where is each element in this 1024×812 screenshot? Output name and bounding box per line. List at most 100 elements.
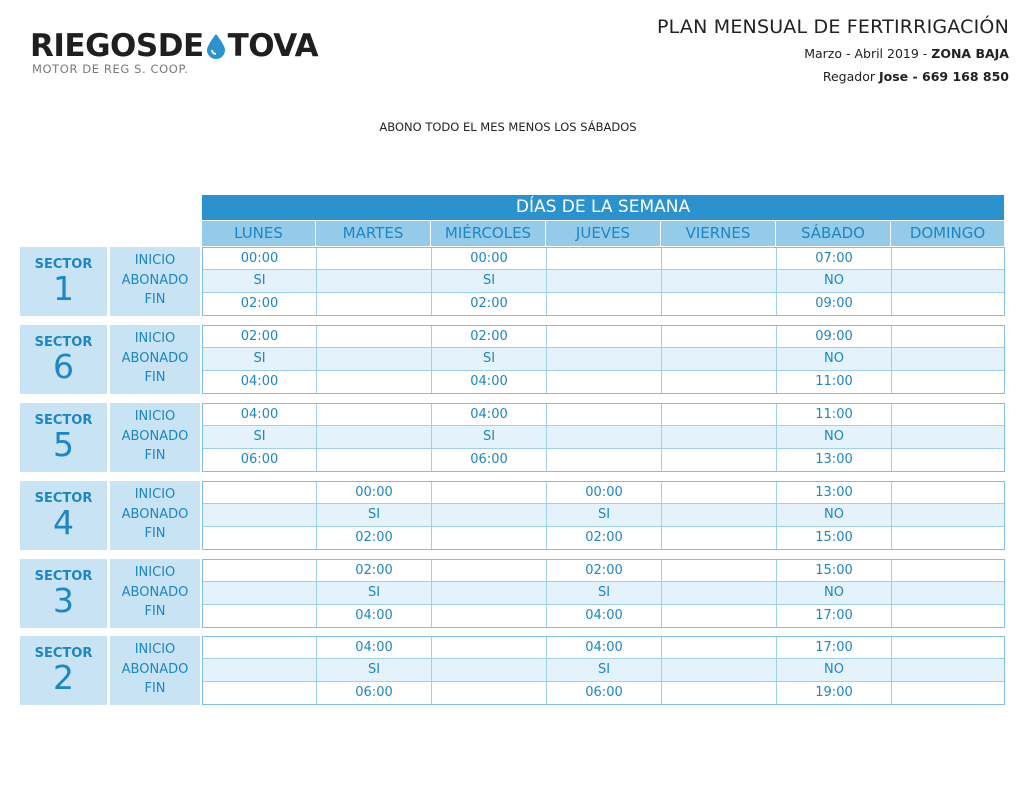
schedule-cell [892, 582, 1005, 603]
schedule-cell [662, 560, 777, 582]
schedule-cell: NO [777, 348, 892, 370]
sector-number: 2 [53, 658, 74, 697]
day-header-2: MARTES [316, 221, 431, 246]
row-label: ABONADO [121, 506, 189, 522]
company-logo: RIEGOSDE TOVA MOTOR DE REG S. COOP. [30, 28, 360, 80]
row-label: INICIO [134, 253, 176, 268]
days-banner: DÍAS DE LA SEMANA [202, 195, 1004, 220]
period-line: Marzo - Abril 2019 - ZONA BAJA [657, 46, 1009, 61]
row-label: ABONADO [121, 350, 189, 366]
schedule-grid: 00:00 00:00 07:00 SI SI NO 02:00 02:00 09:00 [202, 247, 1005, 316]
schedule-cell: 13:00 [777, 482, 892, 504]
schedule-cell: 04:00 [432, 370, 547, 393]
schedule-grid: 02:00 02:00 09:00 SI SI NO 04:00 04:00 11:00 [202, 325, 1005, 394]
schedule-cell: 02:00 [547, 526, 662, 549]
schedule-cell [317, 404, 432, 426]
schedule-cell [662, 681, 777, 704]
table-row: 02:00 02:00 15:00 [203, 560, 1004, 583]
schedule-cell: 00:00 [432, 248, 547, 270]
table-row: 00:00 00:00 07:00 [203, 248, 1005, 271]
schedule-cell [892, 426, 1005, 447]
schedule-cell [892, 248, 1005, 269]
schedule-cell [662, 582, 777, 604]
schedule-cell: 00:00 [203, 248, 317, 270]
sector-label: SECTOR [34, 413, 93, 428]
sector-badge: SECTOR 5 [20, 403, 107, 472]
schedule-cell [662, 348, 777, 370]
day-header-3: MIÉRCOLES [431, 221, 546, 246]
schedule-cell [203, 504, 317, 526]
schedule-cell: 00:00 [547, 482, 662, 504]
schedule-cell [892, 637, 1005, 658]
sector-number: 4 [53, 503, 74, 542]
schedule-cell: 02:00 [317, 560, 432, 582]
day-header-row: LUNES MARTES MIÉRCOLES JUEVES VIERNES SÁBADO D… [202, 221, 1004, 246]
schedule-grid: 00:00 00:00 13:00 SI SI NO 02:00 02:00 15:00 [202, 481, 1005, 550]
regador-label: Regador [822, 69, 879, 84]
schedule-cell [432, 504, 547, 526]
schedule-cell: 15:00 [777, 526, 892, 549]
sector-number: 6 [53, 347, 74, 386]
schedule-cell: 02:00 [432, 292, 547, 315]
sector-block: SECTOR 6 INICIO ABONADO FIN 02:00 02:00 09:00 SI… [20, 325, 1005, 394]
day-header-7: DOMINGO [891, 221, 1004, 246]
schedule-cell: 09:00 [777, 292, 892, 315]
zone-text: ZONA BAJA [931, 46, 1009, 61]
schedule-cell [317, 326, 432, 348]
schedule-cell [203, 560, 317, 582]
schedule-cell: 04:00 [547, 604, 662, 627]
schedule-cell: 13:00 [777, 448, 892, 471]
schedule-cell [892, 605, 1005, 627]
schedule-cell [203, 604, 317, 627]
schedule-cell [892, 326, 1005, 347]
row-label: FIN [144, 292, 166, 307]
schedule-cell [662, 270, 777, 292]
sector-block: SECTOR 4 INICIO ABONADO FIN 00:00 00:00 13:00 SI… [20, 481, 1005, 550]
schedule-cell [432, 482, 547, 504]
table-row: SI SI NO [203, 504, 1005, 527]
schedule-cell: SI [317, 504, 432, 526]
schedule-cell: SI [432, 348, 547, 370]
schedule-cell: SI [203, 348, 317, 370]
schedule-cell [203, 582, 317, 604]
schedule-cell [662, 526, 777, 549]
schedule-cell: NO [777, 426, 892, 448]
row-label: FIN [144, 681, 166, 696]
schedule-cell: 02:00 [203, 326, 317, 348]
schedule-grid: 04:00 04:00 17:00 SI SI NO 06:00 06:00 19:00 [202, 636, 1005, 705]
schedule-cell [203, 681, 317, 704]
schedule-cell [203, 482, 317, 504]
row-label: ABONADO [121, 584, 189, 600]
document-header: PLAN MENSUAL DE FERTIRRIGACIÓN Marzo - A… [657, 16, 1009, 84]
day-header-1: LUNES [202, 221, 316, 246]
schedule-cell [317, 370, 432, 393]
table-row: SI SI NO [203, 270, 1005, 293]
schedule-cell [317, 348, 432, 370]
schedule-cell [892, 504, 1005, 525]
schedule-cell: 06:00 [547, 681, 662, 704]
schedule-cell: NO [777, 504, 892, 526]
schedule-cell: 04:00 [432, 404, 547, 426]
row-labels: INICIO ABONADO FIN [110, 247, 200, 316]
schedule-cell: NO [777, 659, 892, 681]
logo-wordmark: RIEGOSDE TOVA [30, 28, 319, 64]
schedule-cell [662, 404, 777, 426]
schedule-cell: 17:00 [777, 637, 892, 659]
schedule-cell: 19:00 [777, 681, 892, 704]
schedule-cell: 06:00 [317, 681, 432, 704]
schedule-cell: SI [203, 270, 317, 292]
schedule-cell [317, 292, 432, 315]
schedule-cell: SI [432, 426, 547, 448]
sector-badge: SECTOR 4 [20, 481, 107, 550]
schedule-cell [892, 270, 1005, 291]
schedule-cell: 02:00 [432, 326, 547, 348]
schedule-cell [547, 348, 662, 370]
schedule-cell: SI [547, 504, 662, 526]
table-row: 04:00 04:00 17:00 [203, 637, 1005, 660]
schedule-cell: 07:00 [777, 248, 892, 270]
sector-badge: SECTOR 1 [20, 247, 107, 316]
sector-label: SECTOR [34, 257, 93, 272]
day-header-5: VIERNES [661, 221, 776, 246]
row-labels: INICIO ABONADO FIN [110, 481, 200, 550]
schedule-cell [432, 681, 547, 704]
